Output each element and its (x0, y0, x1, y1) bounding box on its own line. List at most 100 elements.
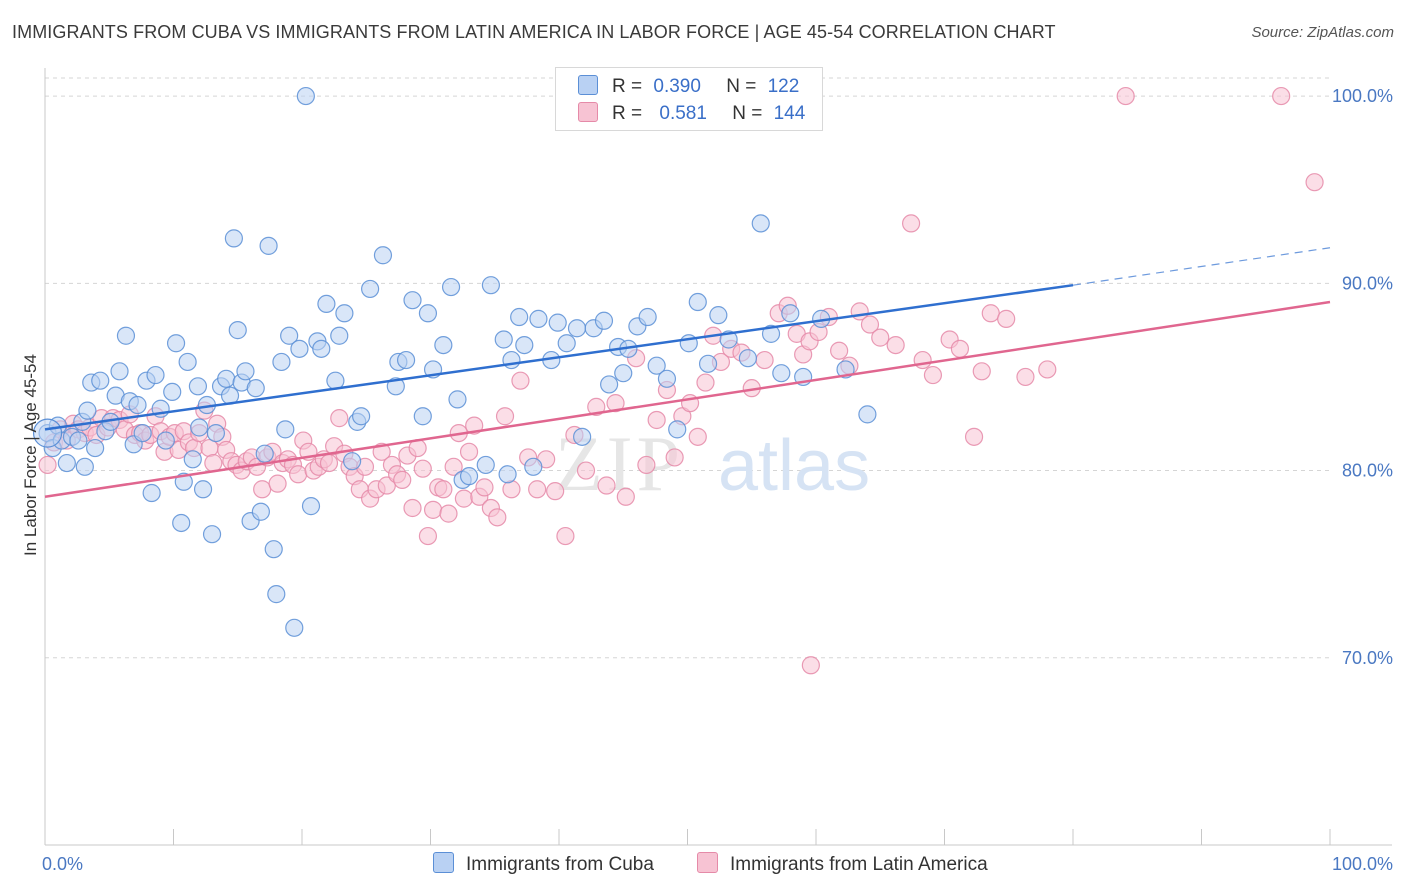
bottom-legend-latam: Immigrants from Latin America (697, 852, 988, 876)
cuba-point (188, 377, 208, 396)
latam-point (488, 508, 507, 527)
latam-point (1116, 86, 1135, 106)
latam-point (253, 480, 272, 499)
cuba-point (267, 585, 286, 604)
cuba-point (259, 236, 278, 255)
cuba-point (91, 371, 110, 390)
latam-point (454, 489, 474, 508)
latam-point (546, 482, 565, 501)
cuba-point (434, 335, 453, 355)
y-axis-title: In Labor Force | Age 45-54 (21, 354, 40, 556)
cuba-point (190, 418, 209, 437)
latam-point (972, 362, 991, 381)
legend-label-latam: Immigrants from Latin America (730, 854, 988, 875)
latam-point (475, 478, 494, 497)
cuba-point (183, 450, 202, 469)
cuba-point (296, 86, 315, 106)
cuba-point (110, 362, 129, 381)
latam-point (587, 397, 606, 416)
cuba-point (133, 423, 152, 443)
cuba-point (494, 330, 513, 349)
cuba-point (600, 375, 619, 394)
cuba-point (361, 279, 380, 299)
cuba-point (459, 467, 479, 486)
cuba-point (515, 335, 534, 355)
chart-title: IMMIGRANTS FROM CUBA VS IMMIGRANTS FROM … (12, 22, 1056, 42)
cuba-point (343, 452, 362, 471)
r-label: R = (612, 103, 643, 124)
y-tick-label: 80.0% (1342, 461, 1393, 481)
latam-point (403, 498, 422, 518)
latam-point (459, 442, 479, 461)
cuba-point (163, 382, 182, 402)
cuba-point (441, 277, 461, 297)
cuba-point (403, 291, 422, 310)
cuba-points (32, 86, 877, 637)
cuba-point (476, 455, 495, 475)
cuba-point (280, 326, 299, 345)
cuba-point (285, 618, 304, 637)
latam-point (576, 461, 596, 480)
cuba-point (524, 457, 543, 476)
cuba-point (78, 401, 97, 420)
latam-point (950, 339, 970, 358)
y-tick-label: 90.0% (1342, 273, 1393, 293)
latam-point (913, 350, 932, 370)
latam-swatch (697, 852, 718, 873)
y-tick-label: 100.0% (1332, 86, 1393, 106)
cuba-point (272, 352, 291, 372)
latam-point (997, 309, 1016, 328)
cuba-point (529, 309, 548, 328)
cuba-point (781, 304, 800, 323)
latam-point (964, 427, 984, 446)
cuba-point (668, 420, 687, 439)
cuba-point (573, 427, 592, 446)
r-value-cuba: 0.390 (653, 76, 701, 97)
cuba-point (116, 326, 136, 345)
n-value-cuba: 122 (767, 76, 800, 97)
cuba-point (614, 364, 633, 383)
cuba-point (638, 307, 657, 327)
cuba-point (290, 339, 309, 358)
cuba-point (335, 304, 354, 323)
cuba-point (413, 407, 432, 426)
latam-point (901, 214, 921, 233)
cuba-point (146, 365, 165, 385)
cuba-point (301, 497, 321, 516)
latam-point (502, 480, 521, 499)
cuba-point (156, 431, 175, 450)
latam-swatch (578, 102, 598, 122)
cuba-point (352, 407, 371, 426)
latam-point (1272, 86, 1291, 106)
latam-point (38, 455, 57, 475)
latam-point (1016, 367, 1035, 387)
cuba-point (772, 364, 791, 383)
watermark: ZIP atlas (555, 420, 870, 507)
cuba-trend-extension (1072, 247, 1331, 286)
latam-point (801, 656, 820, 675)
cuba-point (761, 324, 781, 343)
latam-point (423, 500, 443, 519)
cuba-point (448, 390, 467, 409)
cuba-point (166, 334, 186, 353)
trend-layer (44, 247, 1331, 498)
latam-point (434, 480, 453, 499)
latam-point (647, 410, 666, 430)
cuba-point (481, 276, 500, 295)
latam-point (289, 465, 308, 484)
latam-trend-line (44, 300, 1331, 498)
cuba-point (128, 395, 147, 415)
source-label: Source: ZipAtlas.com (1251, 24, 1394, 41)
cuba-point (373, 246, 393, 265)
cuba-point (386, 377, 405, 396)
r-label: R = (612, 76, 643, 97)
cuba-point (594, 311, 614, 330)
cuba-point (709, 306, 728, 325)
n-label: N = (732, 103, 763, 124)
cuba-point (228, 321, 247, 340)
cuba-point (217, 369, 236, 388)
cuba-point (57, 453, 76, 473)
watermark-atlas: atlas (718, 426, 870, 506)
cuba-point (657, 369, 677, 388)
latam-point (606, 394, 625, 413)
